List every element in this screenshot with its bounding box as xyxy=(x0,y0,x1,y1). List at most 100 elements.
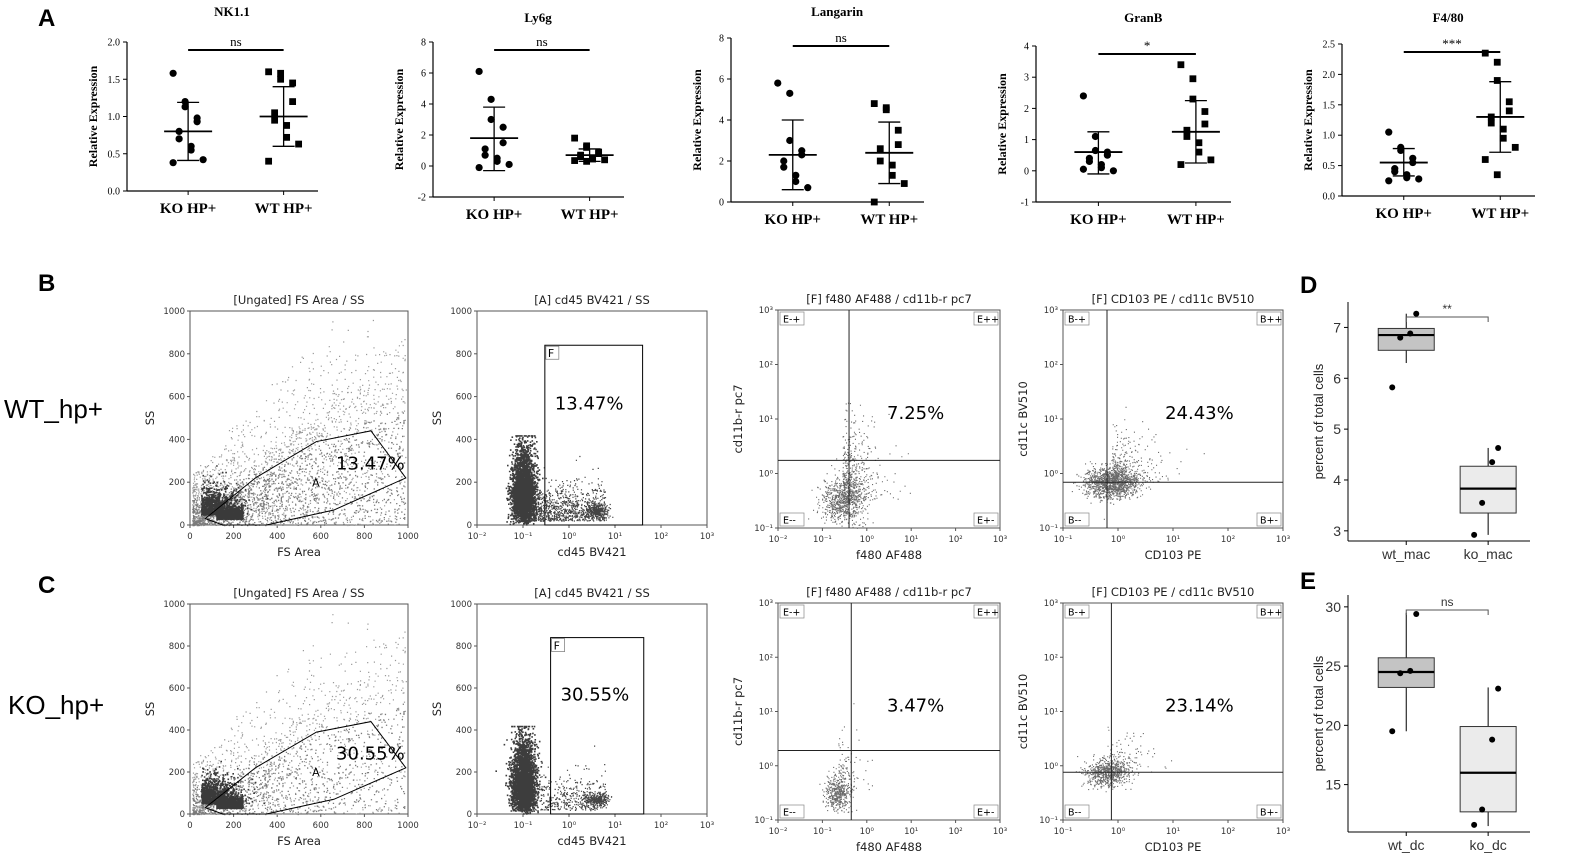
chart-title: [F] CD103 PE / cd11c BV510 xyxy=(1092,585,1255,599)
quadrant-percent: 24.43% xyxy=(1165,403,1234,424)
data-point xyxy=(1397,670,1404,677)
y-tick-label: 1000 xyxy=(163,307,185,317)
event-dots xyxy=(532,455,614,522)
x-tick-label: 10¹ xyxy=(904,535,918,545)
y-tick-label: 2 xyxy=(1024,104,1029,115)
y-tick-label: 1000 xyxy=(163,600,185,610)
data-point xyxy=(1495,444,1502,451)
data-point xyxy=(1103,151,1111,159)
chart-title: [F] f480 AF488 / cd11b-r pc7 xyxy=(806,585,972,599)
flow-C3: [F] f480 AF488 / cd11b-r pc7 f480 AF488 cd… xyxy=(731,585,1007,854)
x-tick-label: 10³ xyxy=(1276,827,1290,837)
x-tick-label: 200 xyxy=(225,532,241,542)
quadrant-label: B-- xyxy=(1068,516,1081,527)
y-tick-label: 1.5 xyxy=(1323,100,1336,111)
y-tick-label: 0.5 xyxy=(1323,161,1336,172)
data-point xyxy=(900,180,908,187)
x-tick-label: 600 xyxy=(313,821,329,831)
data-point xyxy=(894,141,902,148)
data-point xyxy=(193,118,201,126)
x-axis-label: f480 AF488 xyxy=(856,548,922,562)
data-point xyxy=(1201,120,1209,128)
quadrant-label-box xyxy=(1064,512,1090,527)
quadrant-label-box xyxy=(1256,804,1282,819)
y-tick-label: 10¹ xyxy=(1044,415,1058,425)
data-point xyxy=(1201,108,1209,115)
data-point xyxy=(1489,736,1496,743)
x-tick-label: 10⁰ xyxy=(562,532,577,542)
panel-letter-b: B xyxy=(38,270,55,297)
y-tick-label: 10² xyxy=(759,361,773,371)
gate-name-box xyxy=(545,345,560,360)
data-point xyxy=(1109,167,1117,175)
data-point xyxy=(774,79,782,87)
data-point xyxy=(181,103,189,111)
y-tick-label: 200 xyxy=(456,768,472,778)
quadrant-label-box xyxy=(973,311,999,326)
quadrant-label-box xyxy=(779,804,805,819)
event-dots xyxy=(192,614,407,816)
quadrant-label-box xyxy=(1064,604,1090,619)
y-tick-label: 400 xyxy=(456,726,472,736)
gate-percent: 13.47% xyxy=(555,393,624,414)
y-tick-label: 4 xyxy=(421,100,426,111)
data-point xyxy=(792,171,800,179)
gate-percent: 13.47% xyxy=(336,453,405,474)
data-point xyxy=(1493,77,1501,84)
x-tick-label: 10¹ xyxy=(1166,827,1180,837)
x-tick-label: 10⁻¹ xyxy=(1054,535,1073,545)
data-point xyxy=(595,150,603,157)
significance-label: ns xyxy=(536,34,548,49)
x-tick-label: 10² xyxy=(654,821,668,831)
data-point xyxy=(175,135,183,143)
x-tick-label: 10⁻¹ xyxy=(813,827,832,837)
box xyxy=(1459,726,1517,813)
boxplot-D: 3 4 5 6 7 percent of total cells wt_mac ko_mac *… xyxy=(1311,302,1530,562)
x-tick-label: 10⁰ xyxy=(562,821,577,831)
x-tick-label: KO HP+ xyxy=(466,207,522,223)
data-point xyxy=(571,157,579,164)
x-tick-label: 10² xyxy=(1221,535,1235,545)
significance-bracket xyxy=(1405,609,1489,615)
flow-C1: [Ungated] FS Area / SS FS Area SS 0 200 400 60… xyxy=(143,586,419,848)
y-tick-label: 4 xyxy=(1024,42,1029,53)
x-tick-label: 10³ xyxy=(700,821,714,831)
event-dots xyxy=(808,402,911,529)
quadrant-label: E+- xyxy=(977,808,994,819)
quadrant-percent: 7.25% xyxy=(887,403,944,424)
data-point xyxy=(1085,157,1093,166)
data-point xyxy=(1499,134,1507,142)
data-point xyxy=(1481,156,1489,163)
gate-polygon xyxy=(204,721,407,815)
y-tick-label: 1.0 xyxy=(1323,131,1336,142)
y-tick-label: 10⁻¹ xyxy=(1039,524,1058,534)
x-axis-label: CD103 PE xyxy=(1145,548,1202,562)
x-tick-label: 10⁻² xyxy=(769,827,788,837)
data-point xyxy=(1389,728,1396,735)
y-axis-label: Relative Expression xyxy=(1301,69,1315,171)
y-axis-label: cd11c BV510 xyxy=(1016,674,1030,750)
y-tick-label: 10⁰ xyxy=(1044,762,1059,772)
y-axis-label: Relative Expression xyxy=(86,65,100,167)
data-point xyxy=(1471,821,1478,828)
y-tick-label: -1 xyxy=(1021,198,1029,209)
box xyxy=(1377,327,1435,351)
y-axis-label: Relative Expression xyxy=(392,68,406,170)
quadrant-label-box xyxy=(1064,311,1090,326)
y-tick-label: 0 xyxy=(467,521,472,531)
quadrant-label: E-+ xyxy=(783,608,800,619)
x-tick-label: 10³ xyxy=(993,535,1007,545)
y-tick-label: 0 xyxy=(467,810,472,820)
data-point xyxy=(1505,98,1513,106)
event-dots xyxy=(1075,726,1173,793)
significance-label: ns xyxy=(835,30,847,45)
y-tick-label: 0.5 xyxy=(108,149,121,160)
data-point xyxy=(1481,49,1489,57)
x-tick-label: 10⁻² xyxy=(468,821,487,831)
x-tick-label: 200 xyxy=(225,821,241,831)
flow-C4: [F] CD103 PE / cd11c BV510 CD103 PE cd11c … xyxy=(1016,585,1290,854)
x-tick-label: 10¹ xyxy=(1166,535,1180,545)
quadrant-label: B++ xyxy=(1260,315,1282,326)
data-point xyxy=(1177,161,1185,168)
y-tick-label: 10⁻¹ xyxy=(754,524,773,534)
